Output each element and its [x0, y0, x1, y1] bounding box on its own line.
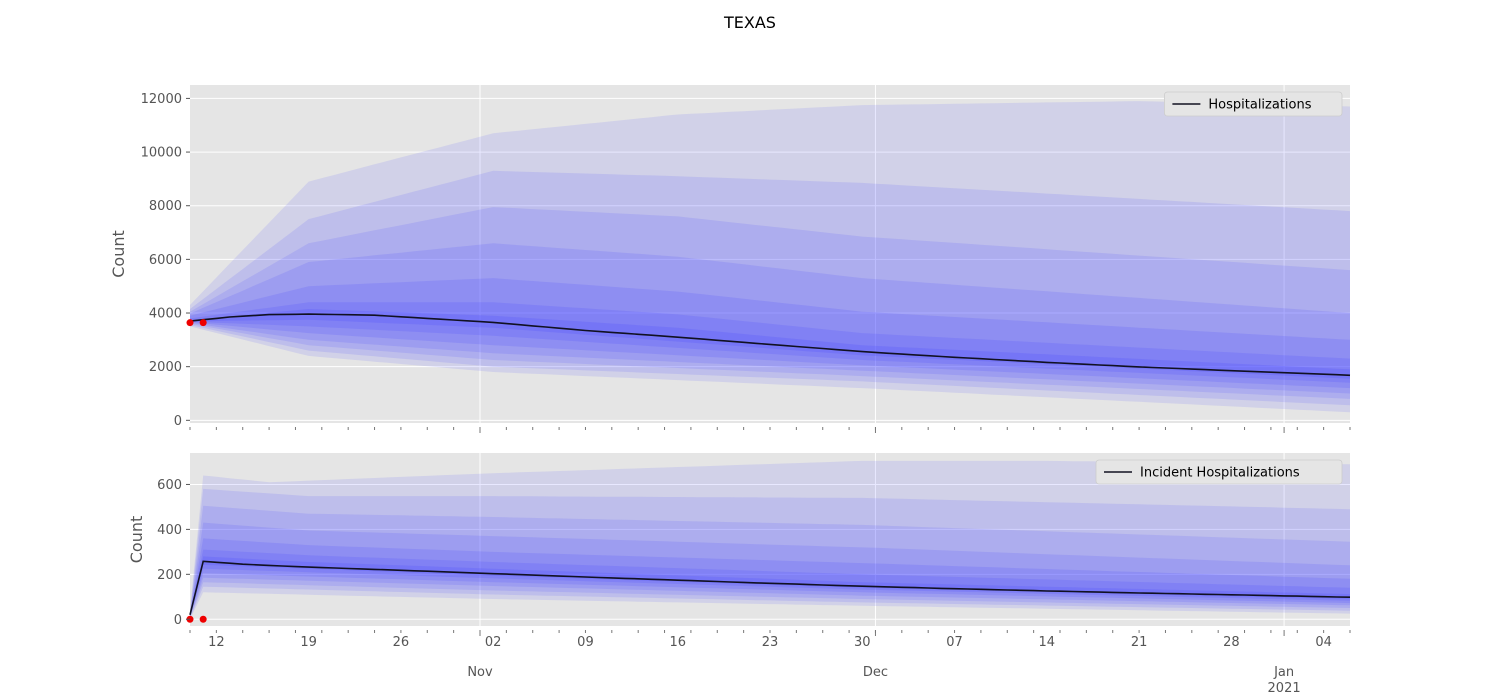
- y-tick-label: 12000: [141, 92, 182, 107]
- x-day-label: 16: [669, 635, 686, 650]
- quantile-band-5: [190, 278, 1350, 389]
- legend-label: Incident Hospitalizations: [1140, 466, 1300, 481]
- legend-box: [1164, 91, 1343, 117]
- quantile-band-5: [190, 538, 1350, 617]
- figure-title: TEXAS: [723, 13, 776, 32]
- x-day-label: 07: [946, 635, 963, 650]
- x-day-label: 14: [1039, 635, 1056, 650]
- legend: Hospitalizations: [1164, 91, 1343, 117]
- x-day-label: 04: [1315, 635, 1332, 650]
- x-day-label: 26: [393, 635, 410, 650]
- quantile-band-7: [190, 556, 1350, 616]
- x-month-label: Jan: [1273, 665, 1294, 680]
- quantile-band-4: [190, 522, 1350, 617]
- quantile-bands: [190, 101, 1350, 413]
- quantile-band-3: [190, 505, 1350, 618]
- quantile-band-2: [190, 488, 1350, 619]
- x-day-label: 30: [854, 635, 871, 650]
- x-day-label: 21: [1131, 635, 1148, 650]
- y-tick-label: 600: [157, 478, 182, 493]
- median-line: [189, 313, 1351, 377]
- quantile-band-3: [190, 207, 1350, 399]
- incident-hospitalizations-panel: 0 200 400 600 Count Incident Hospitalizations: [127, 453, 1351, 636]
- legend: Incident Hospitalizations: [1095, 459, 1343, 485]
- y-tick-label: 2000: [149, 360, 182, 375]
- observed-point: [199, 319, 207, 327]
- median-line: [189, 560, 1351, 615]
- quantile-band-2: [190, 170, 1350, 406]
- legend-label: Hospitalizations: [1208, 98, 1311, 113]
- y-tick-label: 400: [157, 523, 182, 538]
- y-tick-label: 6000: [149, 253, 182, 268]
- hospitalizations-panel: 0 2000 4000 6000 8000 10000 12000 Count Hospital…: [109, 85, 1351, 433]
- x-day-label: 09: [577, 635, 594, 650]
- x-year-label: 2021: [1268, 681, 1301, 696]
- x-day-label: 19: [300, 635, 317, 650]
- x-month-label: Dec: [863, 665, 888, 680]
- x-day-label: 02: [485, 635, 502, 650]
- y-tick-label: 8000: [149, 199, 182, 214]
- y-tick-label: 0: [174, 613, 182, 628]
- y-tick-label: 200: [157, 568, 182, 583]
- quantile-band-1: [190, 101, 1350, 413]
- x-month-label: Nov: [467, 665, 493, 680]
- quantile-band-4: [190, 243, 1350, 394]
- observed-point: [199, 615, 207, 623]
- y-tick-label: 0: [174, 414, 182, 429]
- x-day-label: 23: [762, 635, 779, 650]
- y-tick-label: 4000: [149, 307, 182, 322]
- observed-point: [186, 319, 194, 327]
- x-day-label: 28: [1223, 635, 1240, 650]
- y-tick-label: 10000: [141, 146, 182, 161]
- quantile-bands: [190, 460, 1350, 620]
- quantile-band-1: [190, 460, 1350, 620]
- y-axis-label: Count: [109, 230, 128, 278]
- legend-box: [1095, 459, 1343, 485]
- y-axis-label: Count: [127, 516, 146, 564]
- x-day-label: 12: [208, 635, 225, 650]
